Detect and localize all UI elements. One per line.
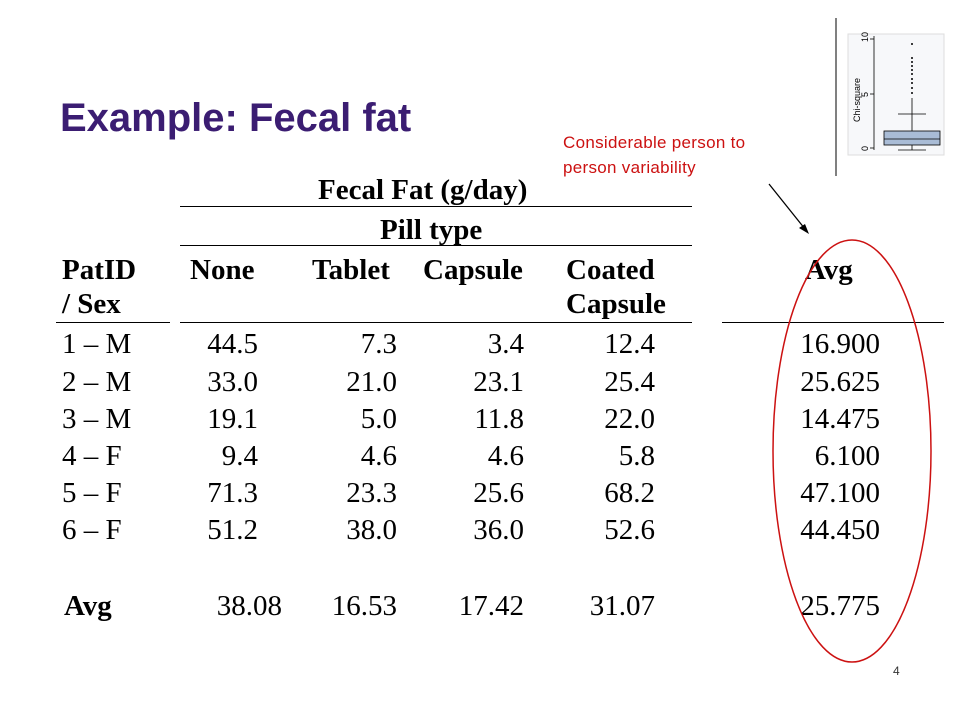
column-header-none: None: [190, 254, 255, 286]
patid-header: PatID: [62, 254, 137, 286]
table-caption: Fecal Fat (g/day): [318, 174, 528, 206]
annotation-arrow: [768, 183, 806, 230]
inset-boxplot: 10 5 0 Chi-square: [847, 32, 945, 156]
cell-capsule: 23.1: [473, 366, 524, 398]
column-header-capsule: Capsule: [423, 254, 523, 286]
cell-none: 71.3: [207, 477, 258, 509]
cell-coated: 68.2: [604, 477, 655, 509]
pill-type-header: Pill type: [380, 214, 483, 246]
cell-capsule: 36.0: [473, 514, 524, 546]
sex-header: / Sex: [62, 288, 121, 320]
cell-avg: 14.475: [800, 403, 880, 435]
cell-none: 33.0: [207, 366, 258, 398]
cell-tablet: 4.6: [360, 440, 397, 472]
cell-tablet: 7.3: [360, 328, 397, 360]
cell-none: 38.08: [216, 590, 282, 622]
cell-tablet: 23.3: [346, 477, 397, 509]
header-rule-pills: [180, 322, 692, 323]
column-header-avg: Avg: [805, 254, 853, 286]
cell-avg: 6.100: [814, 440, 880, 472]
cell-none: 9.4: [221, 440, 258, 472]
cell-capsule: 4.6: [487, 440, 524, 472]
row-patient: 3 – M: [62, 403, 132, 435]
cell-coated: 25.4: [604, 366, 655, 398]
cell-avg: 47.100: [800, 477, 880, 509]
caption-rule: [180, 206, 692, 207]
cell-avg: 44.450: [800, 514, 880, 546]
inset-tick-label-10: 10: [860, 32, 870, 42]
cell-none: 19.1: [207, 403, 258, 435]
column-header-tablet: Tablet: [312, 254, 390, 286]
row-patient: 6 – F: [62, 514, 122, 546]
header-rule-patid: [56, 322, 170, 323]
inset-tick-label-0: 0: [860, 146, 870, 151]
slide-number: 4: [893, 664, 900, 678]
annotation-line-2: person variability: [563, 158, 696, 177]
avg-row-label: Avg: [64, 590, 112, 622]
cell-coated: 31.07: [589, 590, 655, 622]
slide-title: Example: Fecal fat: [60, 96, 412, 140]
group-rule: [180, 245, 692, 246]
row-patient: 2 – M: [62, 366, 132, 398]
inset-tick-label-5: 5: [860, 92, 870, 97]
cell-tablet: 38.0: [346, 514, 397, 546]
cell-capsule: 11.8: [474, 403, 524, 435]
inset-outliers: [911, 43, 913, 94]
cell-coated: 5.8: [618, 440, 655, 472]
cell-avg: 25.625: [800, 366, 880, 398]
inset-box: [883, 130, 941, 146]
cell-avg: 25.775: [800, 590, 880, 622]
cell-capsule: 25.6: [473, 477, 524, 509]
row-patient: 1 – M: [62, 328, 132, 360]
row-patient: 5 – F: [62, 477, 122, 509]
cell-tablet: 21.0: [346, 366, 397, 398]
cell-tablet: 16.53: [331, 590, 397, 622]
column-header-coated-line2: Capsule: [566, 288, 666, 320]
cell-avg: 16.900: [800, 328, 880, 360]
header-rule-avg: [722, 322, 944, 323]
highlight-ellipse: [772, 239, 932, 663]
cell-capsule: 17.42: [458, 590, 524, 622]
cell-none: 51.2: [207, 514, 258, 546]
cell-capsule: 3.4: [487, 328, 524, 360]
cell-coated: 12.4: [604, 328, 655, 360]
cell-tablet: 5.0: [360, 403, 397, 435]
row-patient: 4 – F: [62, 440, 122, 472]
column-header-coated: Coated: [566, 254, 655, 286]
cell-none: 44.5: [207, 328, 258, 360]
annotation-text: Considerable person to person variabilit…: [563, 130, 745, 180]
annotation-line-1: Considerable person to: [563, 133, 746, 152]
inset-y-label: Chi-square: [852, 78, 862, 122]
cell-coated: 22.0: [604, 403, 655, 435]
cell-coated: 52.6: [604, 514, 655, 546]
arrow-head-icon: [799, 224, 809, 234]
